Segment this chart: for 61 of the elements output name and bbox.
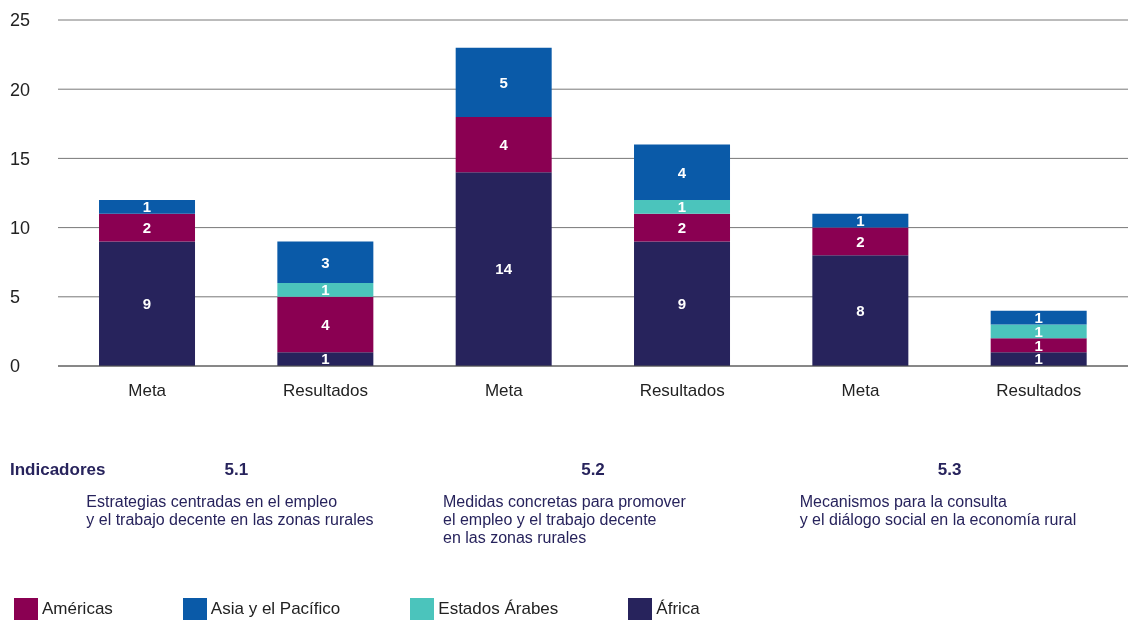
y-tick-label: 5 [10,287,21,308]
bar [634,213,731,242]
bar [990,324,1087,339]
data-label: 1 [677,198,687,216]
data-label: 8 [856,301,865,319]
bar [99,199,196,214]
data-label: 14 [495,260,513,278]
data-label: 9 [677,295,687,313]
bar [812,227,909,256]
text: 5.2 [580,460,606,480]
text: Indicadores [10,460,106,480]
data-label: 4 [321,315,331,333]
bar [812,213,909,228]
y-tick-label: 20 [10,79,31,100]
text: Mecanismos para la consulta y el diálogo social en la economía rural [799,493,1078,529]
data-label: 1 [321,350,330,368]
y-tick-label: 0 [10,356,21,377]
bar [634,144,731,200]
x-tick-label: Meta [841,381,880,401]
bar [455,172,552,366]
bar [634,199,731,214]
x-tick-label: Meta [128,381,167,401]
bar [277,241,374,283]
data-label: 2 [677,218,687,236]
bar [277,282,374,297]
y-tick-label: 15 [10,148,31,169]
data-label: 1 [856,212,865,229]
data-label: 1 [142,198,152,216]
legend-label: Américas [42,599,113,619]
x-tick-label: Meta [484,381,524,401]
y-tick-label: 10 [10,217,31,238]
bar [990,338,1087,353]
legend-label: África [656,599,700,619]
data-label: 5 [499,73,508,91]
data-label: 1 [321,281,330,299]
bar [990,310,1087,325]
data-label: 3 [321,253,330,271]
bar [277,296,374,353]
data-label: 4 [499,135,509,153]
legend-label: Asia y el Pacífico [210,599,341,619]
text: 5.1 [223,460,250,480]
y-tick-label: 25 [10,10,31,31]
text: Estrategias centradas en el empleo y el trabajo decente en las zonas rurales [86,493,375,529]
bar [99,213,196,242]
data-label: 2 [142,218,152,236]
data-label: 2 [856,232,865,250]
bar [990,352,1087,366]
bar [455,116,552,173]
data-label: 9 [142,295,152,313]
bar [455,47,552,117]
legend-label: Estados Árabes [438,599,559,619]
text: Medidas concretas para promover el empleo y el trabajo decente en las zonas rurales [443,493,687,547]
x-tick-label: Resultados [282,381,369,401]
data-label: 4 [677,163,687,181]
bar [277,352,374,366]
bar [812,255,909,366]
text: 5.3 [936,460,963,480]
bar [634,241,731,366]
bar [99,241,196,366]
x-tick-label: Resultados [996,381,1082,401]
x-tick-label: Resultados [639,381,725,401]
